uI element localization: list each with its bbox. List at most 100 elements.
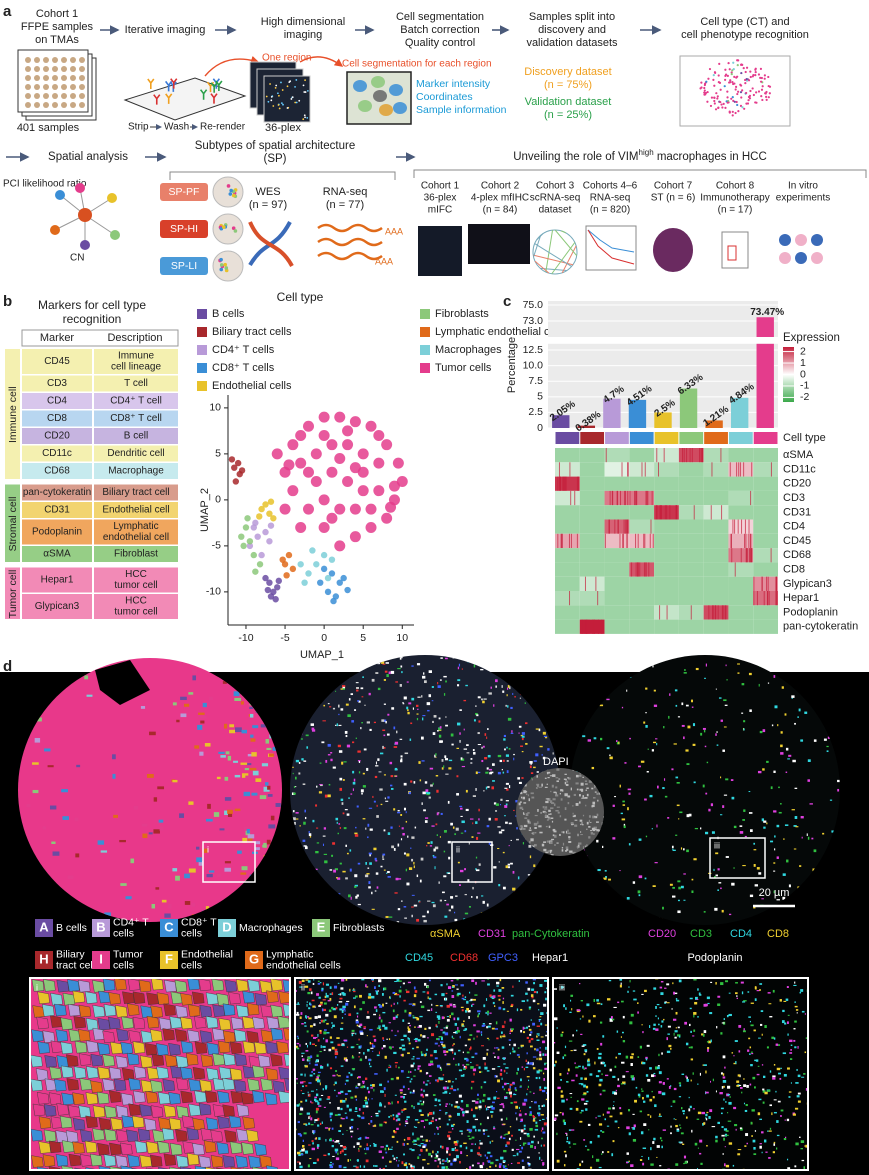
- zoom-1: [30, 978, 290, 1170]
- speckle: [515, 800, 518, 803]
- speckle: [328, 1009, 332, 1013]
- seg-cell: [72, 1117, 86, 1131]
- speckle: [664, 795, 668, 798]
- speckle: [375, 990, 377, 992]
- speckle: [368, 1062, 371, 1066]
- speckle: [509, 1083, 513, 1086]
- speckle: [673, 1032, 675, 1036]
- speckle: [453, 911, 456, 914]
- cell: [262, 844, 266, 848]
- speckle: [367, 996, 372, 999]
- speckle: [341, 802, 344, 805]
- speckle: [295, 812, 299, 814]
- speckle: [544, 1063, 546, 1066]
- speckle: [673, 743, 677, 745]
- heat-stripe: [645, 490, 647, 506]
- point: [373, 429, 385, 441]
- speckle: [572, 815, 576, 818]
- speckle: [441, 1145, 444, 1149]
- speckle: [458, 663, 461, 667]
- point: [287, 439, 299, 451]
- speckle: [737, 663, 740, 665]
- speckle: [537, 1141, 539, 1144]
- speckle: [345, 735, 348, 738]
- speckle: [462, 1025, 465, 1027]
- speckle: [407, 1052, 410, 1055]
- marker-label: CD68: [450, 952, 478, 964]
- speckle: [535, 728, 539, 730]
- speckle: [376, 886, 379, 889]
- seg-cell: [125, 1129, 139, 1142]
- speckle: [354, 832, 358, 835]
- ct-dot: [722, 102, 725, 105]
- speckle: [411, 906, 414, 908]
- speckle: [432, 782, 434, 785]
- seg-cell: [224, 979, 237, 993]
- speckle: [450, 733, 454, 737]
- seg-cell: [233, 1079, 247, 1092]
- heat-cell: [728, 619, 754, 634]
- seg-cell: [54, 1078, 67, 1092]
- speckle: [444, 1053, 447, 1056]
- marker-label: Hepar1: [532, 952, 568, 964]
- ct-dot: [760, 95, 763, 98]
- speckle: [369, 1144, 371, 1147]
- speckle: [513, 1101, 518, 1104]
- speckle: [333, 869, 337, 873]
- speckle: [322, 720, 326, 722]
- seg-cell: [187, 1004, 201, 1017]
- speckle: [375, 1009, 378, 1013]
- cell-type-swatch: [629, 432, 654, 444]
- ct-dot: [767, 75, 770, 79]
- seg-cell: [55, 1130, 68, 1143]
- ct-dot: [748, 94, 752, 97]
- speckle: [502, 1057, 506, 1060]
- speckle: [456, 993, 460, 997]
- tma-core: [61, 84, 67, 90]
- speckle: [461, 765, 466, 768]
- cell: [275, 665, 281, 669]
- legend-label: cells: [181, 927, 202, 939]
- speckle: [617, 1084, 620, 1088]
- speckle: [424, 820, 428, 823]
- speckle: [530, 792, 534, 795]
- seg-cell: [145, 1141, 159, 1154]
- cell: [219, 828, 225, 831]
- cell: [244, 826, 249, 831]
- speckle: [507, 863, 511, 866]
- speckle: [342, 1133, 344, 1135]
- point: [279, 503, 291, 515]
- speckle: [320, 1094, 324, 1097]
- speckle: [742, 865, 746, 867]
- speckle: [753, 864, 756, 867]
- heat-cell: [753, 562, 778, 577]
- speckle: [522, 842, 525, 845]
- speckle: [470, 762, 473, 764]
- speckle: [530, 772, 534, 775]
- speckle: [717, 868, 720, 871]
- speckle: [358, 1108, 361, 1111]
- speckle: [312, 1142, 314, 1145]
- seg-cell: [49, 1066, 62, 1080]
- speckle: [349, 868, 352, 872]
- speckle: [428, 979, 431, 982]
- speckle: [767, 682, 770, 684]
- speckle: [306, 1044, 308, 1048]
- speckle: [641, 993, 644, 995]
- speckle: [364, 1085, 366, 1089]
- speckle: [388, 1116, 391, 1118]
- heat-stripe: [650, 519, 652, 534]
- speckle: [522, 796, 526, 800]
- speckle: [345, 1002, 349, 1006]
- speckle: [406, 1166, 408, 1169]
- speckle: [482, 1057, 486, 1060]
- point: [334, 411, 346, 423]
- heat-stripe: [646, 490, 648, 506]
- speckle: [348, 698, 351, 701]
- speckle: [303, 91, 306, 93]
- cell: [268, 824, 276, 829]
- speckle: [427, 1037, 429, 1039]
- speckle: [342, 779, 345, 781]
- marker-label: CD8: [767, 928, 789, 940]
- speckle: [417, 1026, 420, 1028]
